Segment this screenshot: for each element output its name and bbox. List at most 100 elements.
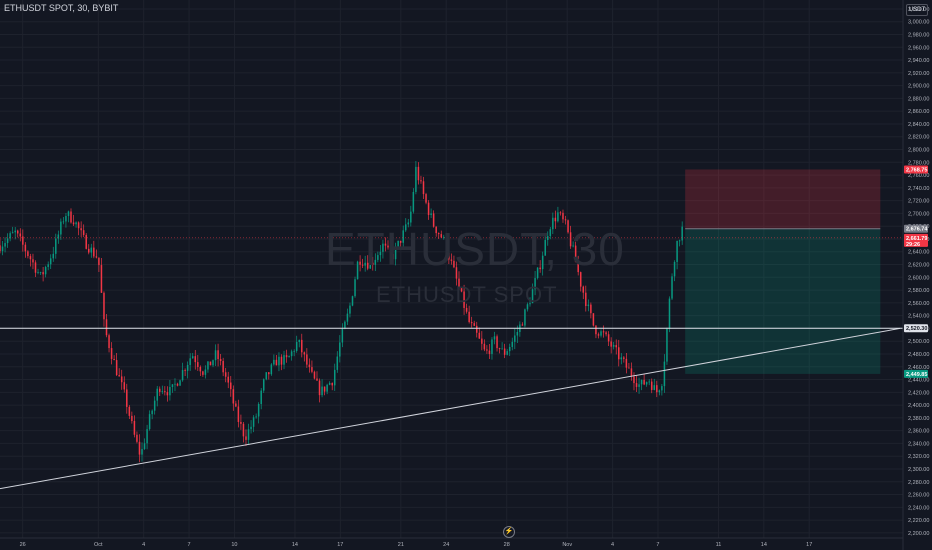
take-profit-zone[interactable] [685, 228, 881, 374]
candle-body [399, 240, 402, 243]
candle-body [128, 406, 131, 416]
candle-body [275, 359, 278, 366]
price-tick-label: 2,940.00 [908, 58, 929, 64]
candle-body [303, 352, 306, 355]
price-tag-countdown: 29:26 [906, 242, 920, 248]
candle-body [650, 381, 653, 390]
candle-body [618, 347, 620, 360]
time-tick-label: 7 [656, 542, 659, 548]
candle-body [435, 226, 437, 234]
candle-body [44, 266, 47, 275]
price-tick-label: 2,580.00 [908, 288, 929, 294]
drawing-lines[interactable] [0, 237, 903, 490]
candle-body [67, 211, 70, 216]
candle-body [126, 389, 128, 407]
candle-body [245, 436, 247, 440]
price-tick-label: 2,540.00 [908, 314, 929, 320]
candle-body [514, 335, 516, 342]
candle-body [666, 328, 668, 362]
candle-body [577, 262, 579, 273]
candle-body [460, 287, 463, 292]
price-tick-label: 2,920.00 [908, 71, 929, 77]
candle-body [95, 256, 98, 258]
candle-body [148, 414, 151, 430]
candle-body [159, 388, 161, 392]
candle-body [146, 429, 148, 444]
price-tick-label: 2,600.00 [908, 275, 929, 281]
candle-body [19, 233, 22, 237]
candle-body [265, 372, 268, 380]
candle-body [656, 385, 658, 393]
candle-body [27, 251, 29, 257]
candle-body [29, 256, 32, 260]
candle-body [270, 364, 273, 375]
candle-body [301, 339, 303, 353]
candle-body [668, 298, 671, 329]
candle-body [427, 202, 430, 215]
candle-body [77, 222, 80, 229]
candle-body [316, 378, 318, 381]
candle-body [648, 381, 650, 383]
currency-label[interactable]: USDT [906, 4, 928, 16]
candle-body [377, 255, 379, 260]
short-position-tool[interactable] [685, 169, 881, 374]
candle-body [113, 358, 115, 361]
lightning-icon[interactable]: ⚡ [503, 526, 515, 538]
candle-body [574, 245, 577, 263]
candle-body [392, 253, 394, 260]
candle-body [425, 194, 427, 203]
candle-body [321, 386, 323, 396]
candle-body [407, 222, 410, 225]
candle-body [288, 356, 290, 358]
price-tick-label: 2,840.00 [908, 122, 929, 128]
candle-body [552, 217, 554, 230]
candle-body [333, 369, 336, 386]
candle-body [417, 166, 420, 181]
candle-body [306, 354, 308, 365]
price-tick-label: 3,000.00 [908, 20, 929, 26]
time-tick-label: 14 [292, 542, 298, 548]
candle-body [463, 291, 465, 308]
candle-body [153, 400, 156, 411]
candle-body [308, 364, 311, 368]
candle-body [0, 245, 1, 252]
candle-body [364, 262, 366, 266]
candle-body [607, 334, 610, 342]
candle-body [344, 321, 346, 329]
price-tick-label: 2,200.00 [908, 531, 929, 537]
candle-body [676, 240, 678, 262]
candle-body [465, 307, 468, 312]
symbol-title[interactable]: ETHUSDT SPOT, 30, BYBIT [4, 3, 119, 13]
candle-body [273, 359, 275, 365]
candle-body [453, 260, 455, 268]
candle-body [341, 328, 344, 343]
candle-body [443, 236, 445, 238]
watermark-pair-exchange: ETHUSDT SPOT [376, 282, 558, 307]
candle-body [547, 236, 549, 240]
candle-body [207, 361, 209, 370]
candle-body [470, 322, 473, 324]
candle-body [339, 342, 341, 357]
candle-body [559, 212, 562, 214]
stop-loss-zone[interactable] [685, 169, 881, 229]
candle-body [290, 351, 293, 357]
candle-body [120, 376, 123, 383]
candle-body [133, 420, 136, 435]
candle-body [169, 387, 171, 396]
price-tick-label: 2,300.00 [908, 467, 929, 473]
candle-body [420, 180, 422, 182]
candle-body [681, 226, 683, 241]
time-axis[interactable]: 26 Oct 4 7 10 14 17 21 24 28 Nov 4 7 11 14 17 [20, 542, 813, 548]
trendline[interactable] [0, 327, 901, 490]
price-axis[interactable]: 3,020.00 3,000.00 2,980.00 2,960.00 2,940.00… [908, 7, 929, 537]
candle-body [402, 230, 404, 243]
time-tick-label: 17 [806, 542, 812, 548]
candle-body [331, 383, 333, 386]
candle-body [496, 336, 498, 349]
candle-body [93, 247, 95, 257]
candle-body [354, 279, 356, 297]
candle-body [72, 222, 75, 225]
candle-body [382, 243, 384, 252]
